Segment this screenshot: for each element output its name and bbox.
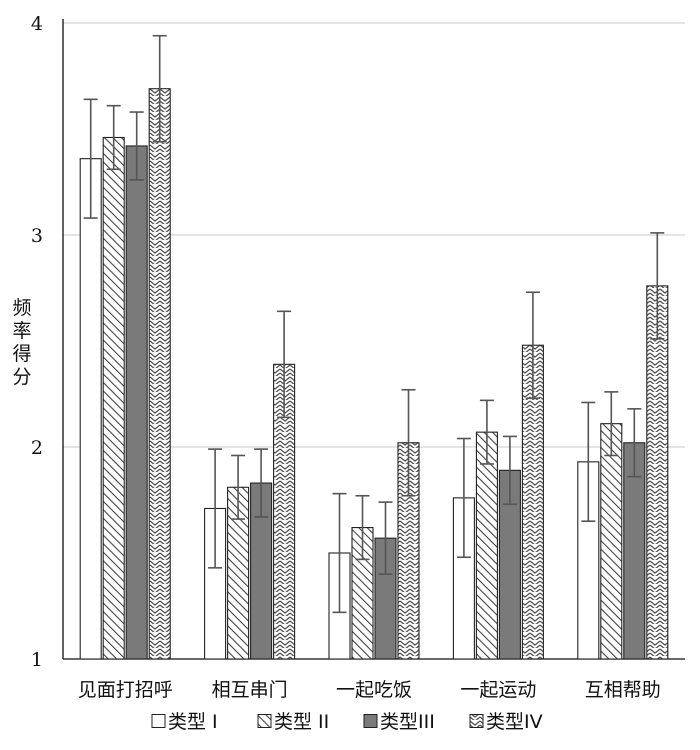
x-category-label: 一起吃饭	[336, 679, 412, 701]
y-tick-label: 4	[31, 13, 43, 35]
bar-4-1	[600, 423, 623, 660]
error-bars	[83, 34, 665, 614]
bar-0-2	[125, 145, 148, 660]
bar-0-0	[79, 158, 102, 660]
x-category-label: 相互串门	[212, 679, 288, 701]
x-category-label: 互相帮助	[585, 679, 661, 701]
legend-label-2: 类型III	[380, 711, 435, 733]
legend-swatch-3	[469, 714, 484, 728]
y-tick-label: 2	[31, 437, 43, 459]
legend-swatch-2	[363, 714, 378, 728]
y-tick-label: 3	[31, 225, 43, 247]
bar-4-3	[646, 285, 669, 660]
bars	[79, 88, 669, 660]
y-axis-label: 频率得分	[12, 297, 31, 388]
bar-0-1	[102, 136, 125, 660]
legend-label-1: 类型 II	[274, 711, 329, 733]
legend-swatch-1	[257, 714, 272, 728]
y-tick-label: 1	[31, 649, 43, 671]
legend-label-3: 类型IV	[486, 711, 543, 733]
legend: 类型 I 类型 II 类型III 类型IV	[151, 711, 543, 733]
x-category-label: 一起运动	[460, 679, 536, 701]
legend-swatch-0	[151, 714, 166, 728]
bar-0-3	[148, 88, 171, 660]
x-category-label: 见面打招呼	[78, 679, 173, 701]
bar-3-1	[475, 431, 498, 660]
legend-label-0: 类型 I	[168, 711, 218, 733]
